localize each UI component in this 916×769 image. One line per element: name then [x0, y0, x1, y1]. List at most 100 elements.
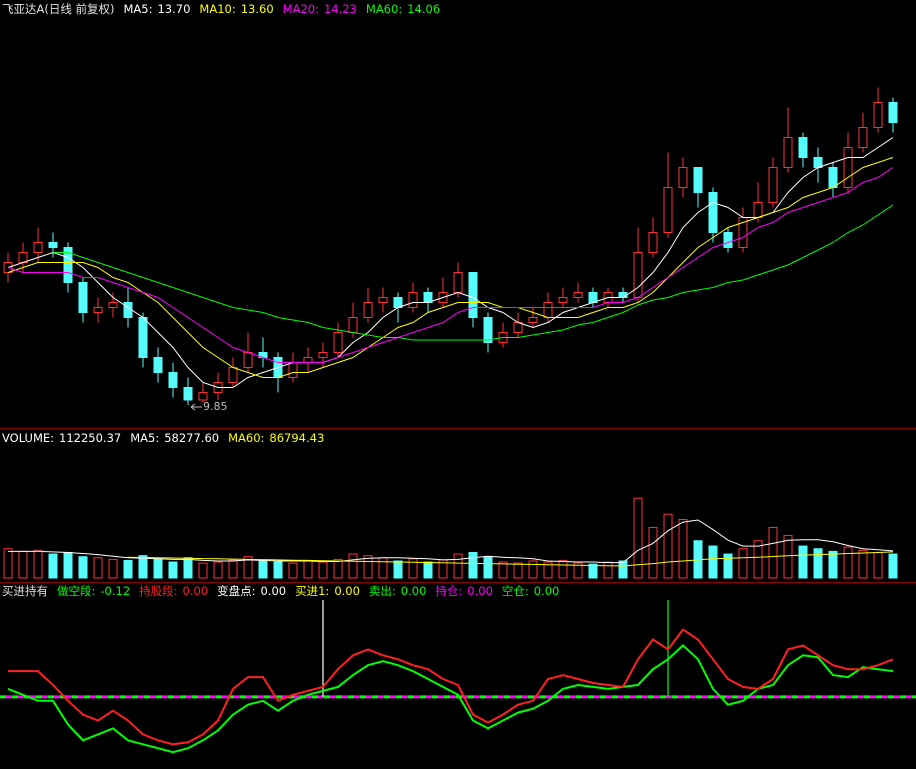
candle-body	[363, 302, 373, 318]
candle-body	[858, 127, 868, 148]
legend-value: 86794.43	[269, 431, 325, 445]
legend-name: MA5:	[130, 431, 160, 445]
volume-bar	[513, 562, 523, 579]
volume-bar	[123, 559, 133, 579]
volume-bar	[168, 561, 178, 579]
candle-body	[168, 372, 178, 388]
candle-body	[318, 352, 328, 358]
volume-bar	[663, 513, 673, 579]
volume-bar	[813, 548, 823, 579]
volume-ma-line	[127, 551, 894, 567]
candle-body	[633, 252, 643, 298]
candle-body	[108, 302, 118, 308]
candle-body	[63, 247, 73, 283]
legend-value: 0.00	[334, 584, 360, 598]
volume-bar	[408, 558, 418, 579]
candle-body	[123, 302, 133, 318]
candle-body	[303, 357, 313, 363]
candle-body	[183, 387, 193, 401]
volume-bar	[273, 561, 283, 579]
candle-body	[678, 167, 688, 188]
candle-body	[408, 292, 418, 308]
low-arrow-head	[190, 403, 196, 411]
volume-bar	[153, 558, 163, 579]
ma-line	[7, 137, 894, 388]
candle-body	[513, 322, 523, 333]
legend-value: 14.06	[407, 2, 441, 16]
volume-bar	[468, 551, 478, 579]
candle-body	[243, 352, 253, 368]
candle-body	[33, 242, 43, 253]
volume-bar	[738, 548, 748, 579]
panel-title: 买进持有	[2, 584, 48, 598]
volume-bar	[138, 555, 148, 579]
indicator-line	[8, 628, 894, 746]
volume-bar	[183, 557, 193, 579]
volume-bar	[828, 550, 838, 579]
candle-body	[768, 167, 778, 203]
candle-body	[153, 357, 163, 373]
legend-name: VOLUME:	[2, 431, 55, 445]
legend-name: 持仓:	[435, 584, 463, 598]
candle-body	[528, 317, 538, 323]
legend-value: 0.00	[467, 584, 493, 598]
volume-header: VOLUME: 112250.37 MA5: 58277.60 MA60: 86794.4…	[2, 431, 333, 445]
candle-body	[48, 242, 58, 248]
volume-bar	[618, 560, 628, 579]
volume-bar	[753, 540, 763, 579]
legend-name: MA60:	[228, 431, 265, 445]
volume-bar	[843, 546, 853, 579]
volume-bar	[303, 559, 313, 579]
candle-body	[588, 292, 598, 303]
candle-body	[483, 317, 493, 343]
volume-bar	[498, 561, 508, 579]
volume-bar	[708, 545, 718, 579]
volume-bar	[423, 561, 433, 579]
legend-value: 0.00	[533, 584, 560, 598]
volume-bar	[648, 526, 658, 579]
candle-body	[378, 297, 388, 303]
legend-name: 做空段:	[57, 584, 96, 598]
candle-body	[138, 317, 148, 358]
volume-bar	[213, 561, 223, 579]
volume-bar	[573, 562, 583, 579]
low-label: 9.85	[203, 400, 228, 413]
volume-bar	[333, 558, 343, 579]
candle-body	[393, 297, 403, 308]
legend-name: 空仓:	[501, 584, 529, 598]
candle-body	[333, 332, 343, 353]
volume-bar	[768, 526, 778, 579]
volume-bar	[783, 534, 793, 579]
volume-bar	[363, 555, 373, 579]
volume-bar	[378, 557, 388, 579]
volume-bar	[483, 556, 493, 579]
indicator-line	[7, 644, 894, 754]
candle-body	[888, 102, 898, 123]
candle-body	[843, 147, 853, 188]
candle-body	[198, 392, 208, 401]
volume-bar	[318, 561, 328, 579]
volume-bar	[858, 549, 868, 579]
legend-value: 0.00	[182, 584, 209, 598]
candle-body	[573, 292, 583, 298]
volume-bar	[18, 550, 28, 579]
volume-bar	[633, 497, 643, 579]
candle-body	[723, 232, 733, 248]
candle-body	[468, 272, 478, 318]
legend-name: 变盘点:	[217, 584, 256, 598]
volume-ma-line	[8, 519, 894, 564]
volume-bar	[723, 553, 733, 579]
candle-body	[558, 297, 568, 303]
candle-body	[663, 187, 673, 233]
legend-value: 0.00	[260, 584, 287, 598]
volume-bar	[78, 556, 88, 579]
candle-body	[348, 317, 358, 333]
legend-name: MA20:	[282, 2, 319, 16]
candle-body	[648, 232, 658, 253]
volume-bar	[678, 518, 688, 579]
legend-name: 持股段:	[139, 584, 178, 598]
volume-bar	[258, 560, 268, 579]
